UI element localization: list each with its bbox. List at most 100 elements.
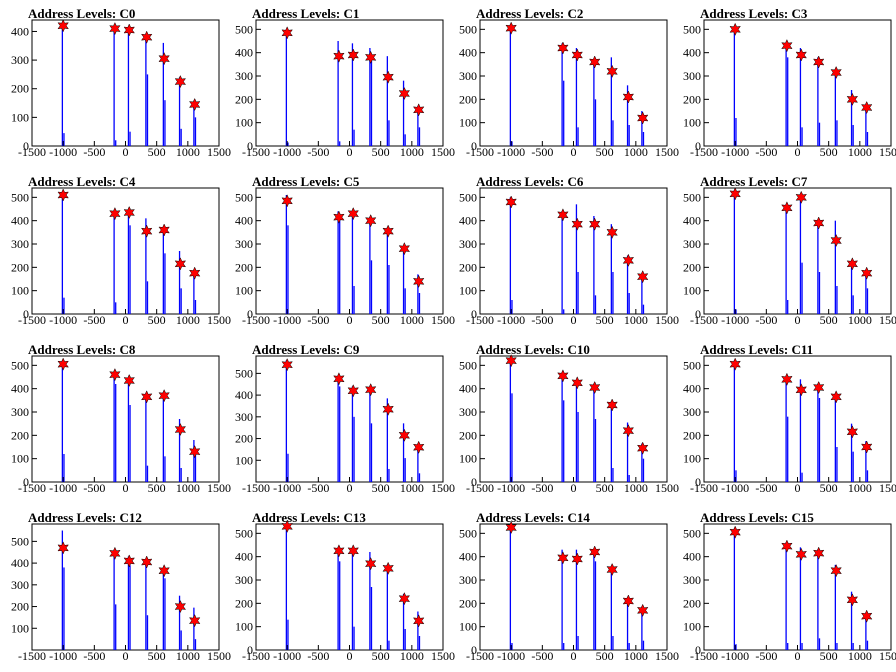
marker-point	[398, 242, 411, 256]
x-tick-label: 500	[596, 649, 614, 663]
y-tick-label: 100	[459, 284, 477, 298]
x-tick-label: -500	[307, 649, 329, 663]
marker-point	[140, 224, 153, 238]
x-tick-label: -1000	[49, 313, 77, 327]
marker-point	[830, 233, 842, 248]
marker-point	[333, 210, 345, 224]
marker-point	[729, 357, 741, 371]
y-tick-label: 300	[459, 69, 477, 83]
marker-point	[364, 383, 377, 397]
marker-point	[588, 55, 601, 69]
chart-panel-12: -1500 -1000 -500 0 500 1000 1500 100 200 300 400 50…	[0, 504, 231, 672]
chart-title: Address Levels: C15	[700, 510, 814, 525]
x-tick-label: 1000	[624, 649, 648, 663]
x-tick-label: 0	[571, 649, 577, 663]
marker-point	[140, 30, 153, 44]
marker-point	[860, 100, 873, 115]
x-tick-label: -1000	[497, 145, 525, 159]
x-tick-label: 1500	[207, 313, 231, 327]
y-tick-label: 200	[11, 428, 29, 442]
y-tick-label: 500	[459, 526, 477, 540]
x-tick-label: 500	[596, 313, 614, 327]
x-tick-label: 1500	[879, 313, 896, 327]
marker-point	[158, 564, 170, 578]
marker-point	[57, 357, 69, 371]
plot-frame	[703, 355, 892, 483]
marker-point	[636, 603, 649, 617]
x-tick-label: -1000	[721, 145, 749, 159]
chart-panel-15: -1500-1000 -500 0 500 1000 1500 0 100 200 300 400 5…	[672, 504, 896, 672]
x-tick-label: 1500	[879, 481, 896, 495]
plot-frame	[255, 19, 444, 147]
chart-panel-3: -1500-1000 -500 0 500 1000 1500 0 100 200 300 400 5…	[672, 0, 896, 168]
chart-svg: -1500-1000 -500 0 500 1000 1500 0 100 200 300 400 5…	[11, 355, 231, 495]
y-tick-label: 500	[235, 366, 253, 380]
marker-point	[636, 111, 649, 125]
y-tick-label: 200	[459, 92, 477, 106]
y-tick-label: 100	[459, 620, 477, 634]
y-tick-label: 300	[235, 69, 253, 83]
marker-point	[812, 546, 825, 560]
marker-point	[382, 70, 394, 84]
x-tick-label: -1000	[49, 145, 77, 159]
x-tick-label: -500	[307, 145, 329, 159]
y-tick-label: 300	[683, 573, 701, 587]
plot-frame	[479, 19, 668, 147]
chart-svg: -1500 -1000 -500 0 500 1000 1500 100 200 300 400 50…	[11, 523, 231, 663]
x-tick-label: -500	[307, 481, 329, 495]
marker-point	[333, 49, 345, 63]
marker-point	[281, 194, 293, 208]
x-tick-label: -500	[83, 481, 105, 495]
marker-point	[606, 398, 618, 412]
plot-frame	[255, 187, 444, 315]
x-tick-label: 500	[148, 145, 166, 159]
x-tick-label: -1500	[690, 481, 718, 495]
marker-point	[571, 376, 583, 390]
y-tick-label: 0	[23, 139, 29, 153]
marker-point	[382, 402, 394, 416]
marker-point	[846, 92, 859, 106]
chart-panel-13: -1500 -1000 -500 0 500 1000 1500 0 100 200 300 400 5…	[224, 504, 455, 672]
marker-point	[57, 19, 69, 33]
marker-point	[781, 201, 793, 215]
x-tick-label: -1000	[497, 313, 525, 327]
marker-point	[505, 21, 517, 35]
chart-title: Address Levels: C10	[476, 342, 590, 357]
marker-point	[140, 555, 153, 569]
x-tick-label: 500	[820, 313, 838, 327]
plot-frame	[31, 355, 220, 483]
x-tick-label: -1500	[690, 145, 718, 159]
y-tick-label: 200	[459, 428, 477, 442]
chart-svg: -1500-1000 -500 0 500 1000 1500 0 100 200 300 400 5…	[235, 519, 455, 663]
marker-point	[123, 554, 135, 568]
y-tick-label: 100	[11, 284, 29, 298]
x-tick-label: 1000	[624, 313, 648, 327]
y-tick-label: 0	[471, 139, 477, 153]
marker-point	[606, 225, 618, 239]
marker-point	[622, 90, 635, 104]
marker-point	[174, 422, 187, 437]
x-tick-label: -1000	[273, 649, 301, 663]
y-tick-label: 300	[11, 578, 29, 592]
chart-svg: -1500-1000 -500 0 500 1000 1500 0 100 200 300 400 5…	[235, 19, 455, 159]
x-tick-label: 1500	[431, 481, 455, 495]
y-tick-label: 500	[235, 190, 253, 204]
marker-point	[729, 525, 741, 539]
y-tick-label: 300	[459, 405, 477, 419]
x-tick-label: -1500	[690, 649, 718, 663]
marker-point	[571, 217, 583, 231]
x-tick-label: 1000	[400, 481, 424, 495]
x-tick-label: 500	[148, 649, 166, 663]
marker-point	[795, 547, 807, 561]
y-tick-label: 400	[235, 550, 253, 564]
chart-svg: -1500-1000 -500 0 500 1000 1500 0 100 200 300 400 5…	[11, 187, 231, 327]
marker-point	[188, 614, 201, 628]
marker-point	[123, 205, 135, 220]
x-tick-label: -1000	[49, 649, 77, 663]
marker-point	[557, 369, 569, 383]
chart-title: Address Levels: C7	[700, 174, 808, 189]
x-tick-label: 0	[347, 313, 353, 327]
marker-point	[588, 545, 601, 559]
y-tick-label: 500	[11, 534, 29, 548]
y-tick-label: 400	[11, 556, 29, 570]
